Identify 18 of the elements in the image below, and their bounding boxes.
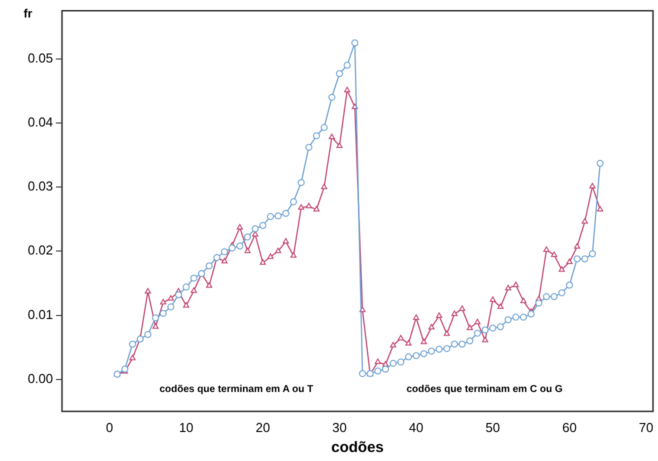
x-tick-label: 40	[408, 420, 424, 435]
x-tick-label: 50	[486, 420, 500, 435]
y-tick-label: 0.02	[28, 242, 53, 258]
x-tick-label: 10	[178, 420, 194, 435]
x-tick-label: 30	[332, 420, 347, 435]
annotation: codões que terminam em A ou T	[159, 384, 314, 396]
y-tick-label: 0.04	[28, 114, 53, 130]
y-tick-label: 0.00	[28, 370, 53, 386]
y-tick-label: 0.03	[28, 178, 53, 194]
x-tick-label: 0	[106, 420, 114, 435]
y-tick-label: 0.05	[28, 50, 53, 66]
x-tick-label: 20	[256, 420, 270, 435]
annotation: codões que terminam em C ou G	[406, 384, 563, 396]
y-tick-label: 0.01	[28, 306, 53, 322]
y-axis-title: fr	[24, 6, 33, 20]
x-tick-label: 70	[638, 420, 654, 435]
x-tick-label: 60	[562, 420, 577, 435]
x-axis-title: codões	[331, 439, 384, 456]
